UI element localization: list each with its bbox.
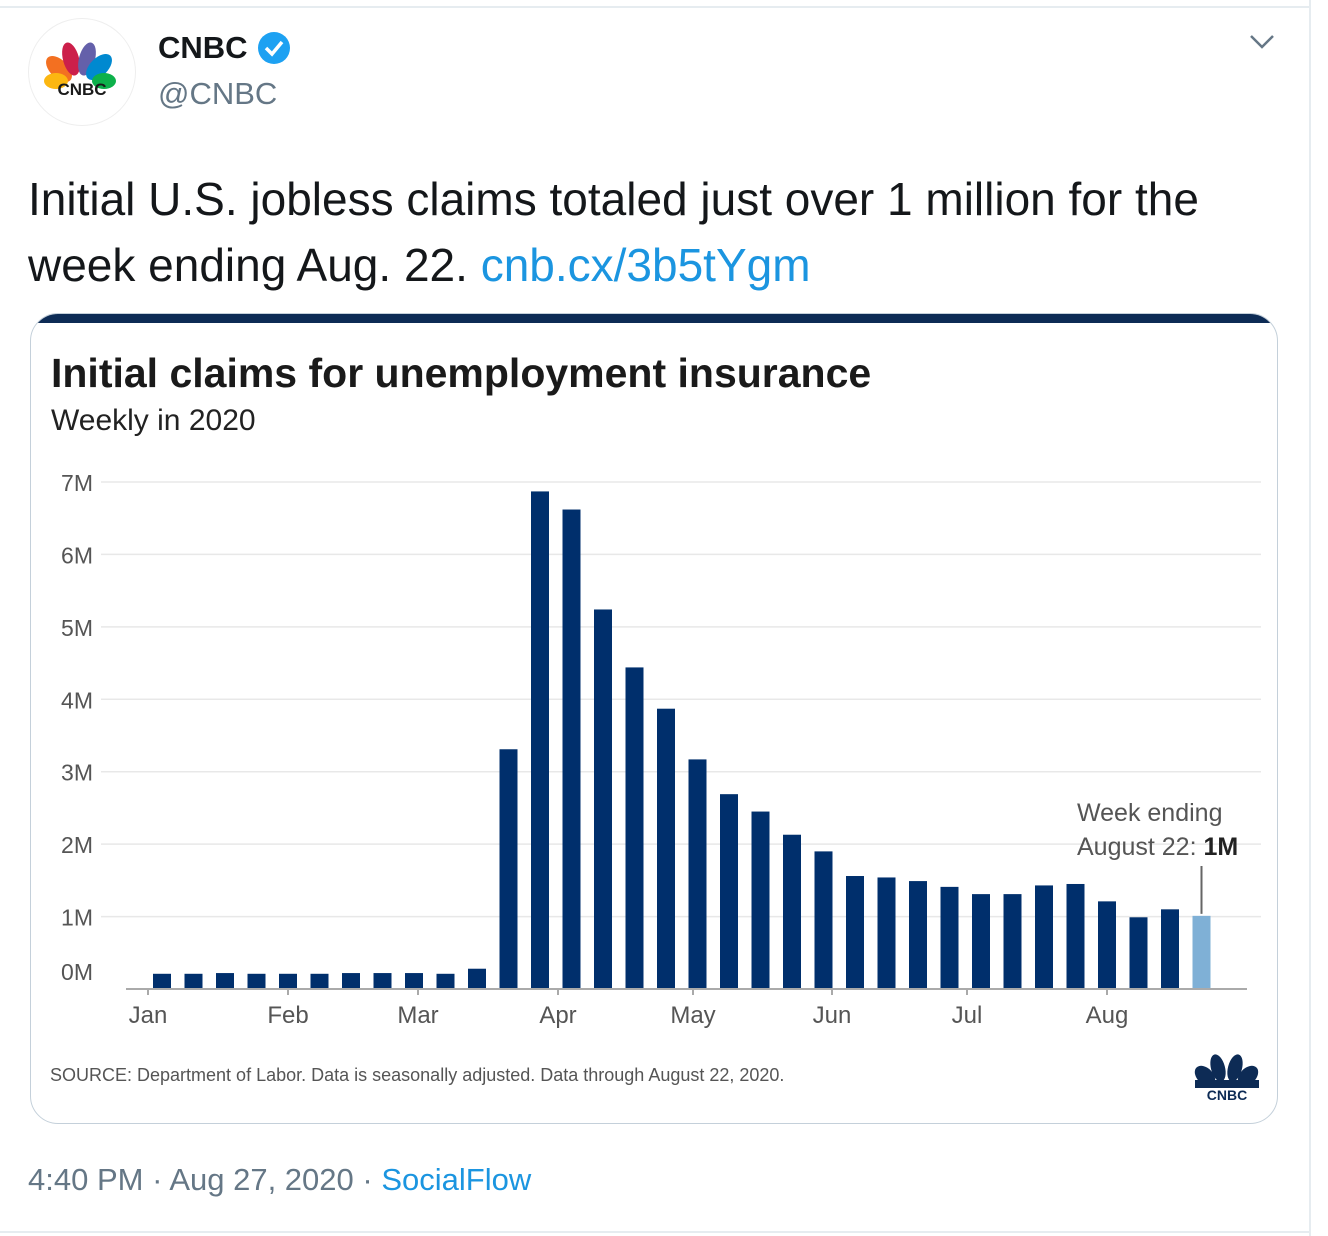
bar-2020-01-04: [153, 973, 171, 989]
x-tick-label: Jul: [952, 1002, 983, 1029]
bar-2020-01-11: [184, 973, 203, 989]
bar-2020-08-15: [1161, 909, 1179, 989]
y-tick-label: 1M: [61, 905, 93, 931]
y-tick-label: 5M: [61, 615, 93, 641]
source-app-link[interactable]: SocialFlow: [381, 1162, 532, 1197]
cnbc-peacock-logo: CNBC: [44, 42, 116, 99]
bar-2020-02-29: [405, 973, 423, 989]
separator: ·: [362, 1162, 373, 1197]
tweet-date[interactable]: Aug 27, 2020: [169, 1162, 354, 1197]
bar-2020-01-25: [247, 973, 266, 989]
bar-2020-08-22: [1192, 915, 1211, 989]
chart-source: SOURCE: Department of Labor. Data is sea…: [50, 1065, 785, 1085]
bar-2020-01-18: [216, 973, 234, 989]
avatar[interactable]: CNBC: [28, 18, 136, 126]
bar-2020-07-11: [1003, 894, 1022, 989]
chart-title: Initial claims for unemployment insuranc…: [51, 350, 872, 396]
tweet-meta: 4:40 PM · Aug 27, 2020 · SocialFlow: [28, 1162, 531, 1198]
bar-2020-08-01: [1098, 901, 1116, 989]
bar-2020-08-08: [1129, 917, 1148, 989]
bar-2020-05-09: [720, 794, 738, 989]
bar-2020-06-13: [877, 877, 896, 989]
verified-badge-icon: [258, 32, 290, 64]
y-tick-label: 0M: [61, 959, 93, 985]
bar-2020-02-22: [373, 973, 392, 989]
bar-2020-05-16: [751, 811, 770, 989]
y-tick-label: 7M: [61, 470, 93, 496]
bar-2020-03-14: [468, 968, 486, 989]
bar-2020-04-18: [625, 667, 644, 989]
y-tick-label: 3M: [61, 760, 93, 786]
divider: [0, 1231, 1310, 1233]
x-tick-label: Jan: [129, 1002, 168, 1029]
x-tick-label: Apr: [539, 1002, 576, 1029]
tweet-text: Initial U.S. jobless claims totaled just…: [28, 166, 1278, 298]
y-tick-label: 2M: [61, 832, 93, 858]
y-tick-label: 6M: [61, 542, 93, 568]
bar-2020-07-18: [1035, 885, 1053, 989]
bar-2020-03-07: [436, 973, 455, 989]
x-tick-label: Aug: [1086, 1002, 1129, 1029]
bar-2020-06-27: [940, 886, 959, 989]
annotation-line2: August 22: 1M: [1077, 833, 1238, 861]
x-tick-label: Jun: [813, 1002, 852, 1029]
bar-2020-06-06: [846, 876, 864, 989]
x-tick-label: Mar: [397, 1002, 438, 1029]
chart-top-band: [31, 314, 1277, 323]
bar-2020-06-20: [909, 881, 927, 989]
tweet-time[interactable]: 4:40 PM: [28, 1162, 144, 1197]
logo-text: CNBC: [57, 80, 106, 99]
author-name[interactable]: CNBC: [158, 30, 248, 65]
bar-2020-05-23: [783, 834, 801, 989]
bar-2020-04-25: [657, 708, 675, 989]
bar-2020-02-15: [342, 973, 360, 989]
annotation-value: 1M: [1203, 833, 1238, 861]
annotation-line1: Week ending: [1077, 799, 1222, 827]
bar-2020-02-08: [310, 973, 329, 989]
chevron-down-icon[interactable]: [1248, 32, 1276, 52]
x-tick-label: Feb: [267, 1002, 308, 1029]
annotation-label: August 22:: [1077, 833, 1203, 861]
bar-2020-05-02: [688, 759, 707, 989]
bar-2020-04-11: [594, 609, 612, 989]
separator: ·: [152, 1162, 163, 1197]
bar-2020-07-25: [1066, 883, 1085, 989]
tweet-link[interactable]: cnb.cx/3b5tYgm: [480, 239, 811, 291]
bar-2020-07-04: [972, 894, 990, 989]
y-tick-label: 4M: [61, 687, 93, 713]
cnbc-logo: CNBC: [1194, 1054, 1259, 1102]
divider: [0, 6, 1310, 8]
bar-2020-03-21: [499, 749, 518, 989]
logo-text: CNBC: [1207, 1087, 1247, 1102]
bar-2020-02-01: [279, 973, 297, 989]
bar-2020-05-30: [814, 851, 833, 989]
tweet-body: Initial U.S. jobless claims totaled just…: [28, 173, 1199, 291]
bar-chart: 0M 1M 2M 3M 4M 5M 6M 7M Jan Feb Mar Apr May Jun Jul Aug…: [61, 470, 1261, 1029]
bar-2020-03-28: [531, 491, 549, 989]
bar-2020-04-04: [562, 509, 581, 989]
divider: [1309, 0, 1311, 1236]
author-handle[interactable]: @CNBC: [158, 76, 278, 111]
x-tick-label: May: [670, 1002, 715, 1029]
chart-image-card[interactable]: Initial claims for unemployment insuranc…: [30, 313, 1278, 1124]
chart-subtitle: Weekly in 2020: [51, 404, 256, 437]
